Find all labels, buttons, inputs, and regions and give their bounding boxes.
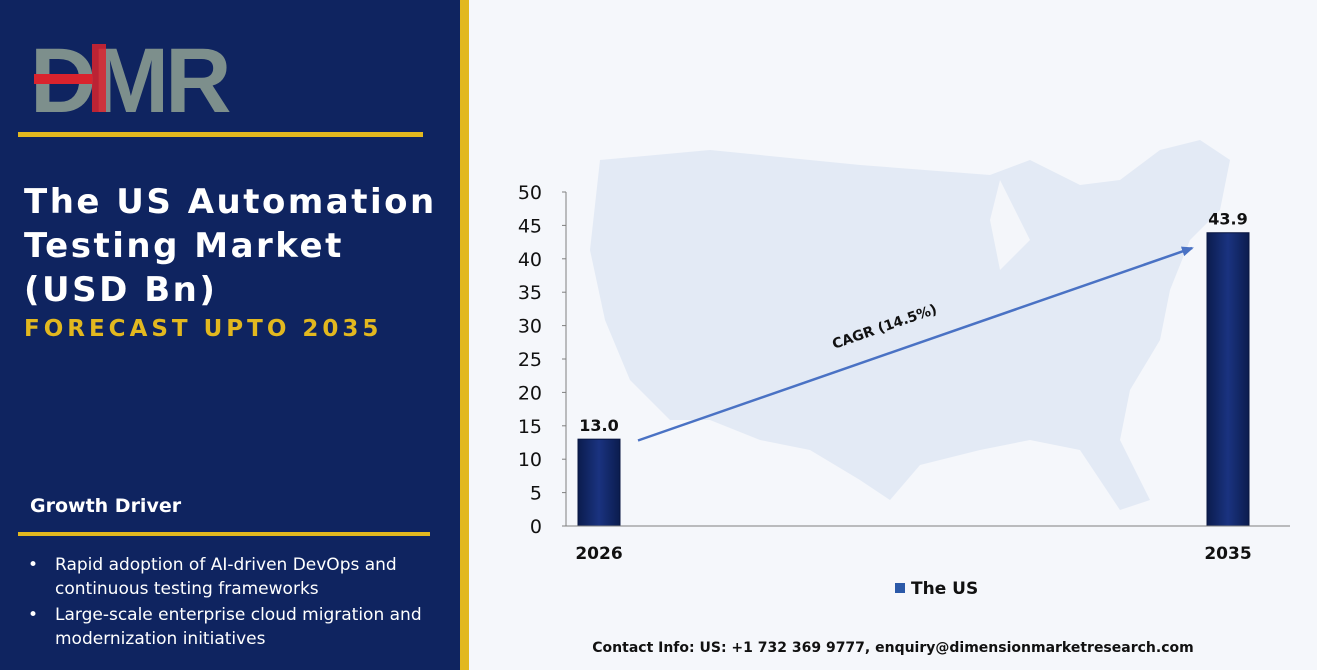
- us-map-watermark: [590, 140, 1230, 510]
- x-tick-label: 2035: [1204, 544, 1251, 564]
- y-tick-label: 20: [518, 382, 542, 404]
- data-label: 13.0: [579, 416, 618, 435]
- cagr-annotation: CAGR (14.5%): [830, 302, 939, 353]
- bar-2026: [577, 438, 621, 527]
- growth-driver-item: Large-scale enterprise cloud migration a…: [28, 603, 438, 651]
- y-tick-label: 5: [530, 483, 542, 505]
- logo-divider: [18, 132, 423, 137]
- y-tick-label: 0: [530, 516, 542, 538]
- cagr-arrow: [637, 246, 1194, 442]
- y-tick-label: 50: [518, 182, 542, 204]
- growth-driver-heading: Growth Driver: [30, 495, 182, 517]
- legend-swatch: [895, 583, 905, 593]
- growth-driver-divider: [18, 532, 430, 536]
- y-tick-label: 15: [518, 416, 542, 438]
- legend-label: The US: [911, 579, 978, 599]
- y-tick-label: 30: [518, 316, 542, 338]
- y-tick-label: 40: [518, 249, 542, 271]
- y-tick-label: 25: [518, 349, 542, 371]
- bar-2035: [1206, 232, 1250, 527]
- logo-red-stripe: [34, 74, 92, 84]
- y-tick-label: 10: [518, 449, 542, 471]
- y-tick-label: 45: [518, 215, 542, 237]
- logo-red-accent: [92, 44, 106, 112]
- growth-driver-list: Rapid adoption of AI-driven DevOps and c…: [28, 553, 438, 653]
- page-title: The US Automation Testing Market (USD Bn…: [24, 182, 437, 310]
- x-tick-label: 2026: [575, 544, 622, 564]
- y-tick-label: 35: [518, 282, 542, 304]
- gold-divider: [460, 0, 469, 670]
- bars: 13.0 43.9: [577, 210, 1250, 527]
- dmr-logo: DMR: [30, 40, 234, 120]
- data-label: 43.9: [1208, 210, 1247, 229]
- page-subtitle: FORECAST UPTO 2035: [24, 316, 383, 342]
- contact-info: Contact Info: US: +1 732 369 9777, enqui…: [592, 640, 1194, 656]
- y-axis: 0 5 10 15 20 25 30 35 40 45 50: [518, 182, 567, 538]
- chart-legend: The US: [895, 579, 978, 599]
- x-axis: 2026 2035: [566, 525, 1290, 564]
- growth-driver-item: Rapid adoption of AI-driven DevOps and c…: [28, 553, 438, 601]
